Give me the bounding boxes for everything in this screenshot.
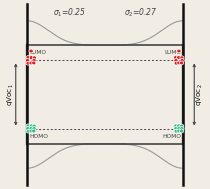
Circle shape [180,56,184,60]
Circle shape [177,124,181,128]
Circle shape [173,56,178,59]
Circle shape [32,127,36,130]
Circle shape [26,56,30,59]
Circle shape [180,129,184,133]
Circle shape [26,127,30,130]
Circle shape [26,124,30,128]
Circle shape [180,127,184,130]
Circle shape [26,61,30,65]
Circle shape [29,124,33,128]
Text: LUMO: LUMO [164,50,181,55]
Circle shape [174,124,178,128]
Text: qVoc$_2$: qVoc$_2$ [194,83,205,106]
Circle shape [180,59,184,62]
Text: HOMO: HOMO [162,134,181,139]
Circle shape [174,127,178,130]
Circle shape [29,56,33,59]
Circle shape [177,49,181,53]
Circle shape [26,129,30,133]
Circle shape [29,49,33,53]
Text: $\sigma_1$=0.25: $\sigma_1$=0.25 [53,7,86,19]
Circle shape [177,129,181,133]
Text: $\sigma_2$=0.27: $\sigma_2$=0.27 [124,7,158,19]
Circle shape [177,127,181,130]
Circle shape [180,124,184,128]
Text: qVoc$_1$: qVoc$_1$ [5,83,16,106]
Circle shape [25,59,30,62]
Circle shape [32,61,36,65]
Circle shape [174,61,178,65]
Circle shape [180,61,184,65]
Circle shape [174,129,178,133]
Circle shape [174,59,178,62]
Circle shape [29,61,33,65]
Circle shape [177,56,181,59]
Text: LUMO: LUMO [29,50,46,55]
Circle shape [32,56,37,60]
Text: HOMO: HOMO [29,134,48,139]
Circle shape [32,129,36,133]
Circle shape [32,124,36,128]
Circle shape [177,61,181,65]
Circle shape [29,129,33,133]
Circle shape [29,127,33,130]
Circle shape [32,59,36,62]
